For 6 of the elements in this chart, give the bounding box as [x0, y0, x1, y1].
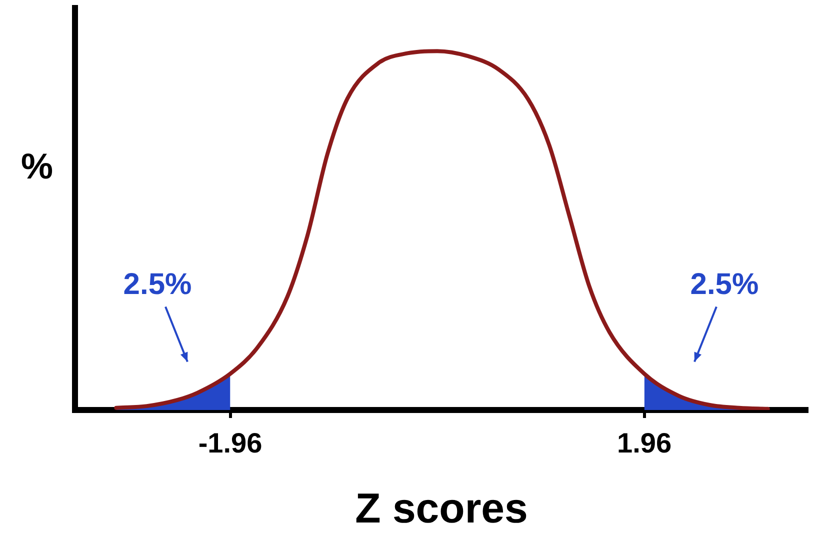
annotation: 2.5% [690, 268, 759, 302]
x-tick-label: 1.96 [617, 428, 672, 459]
x-axis-title: Z scores [355, 484, 528, 532]
annotation: 2.5% [123, 268, 192, 302]
y-axis-title: % [20, 146, 54, 187]
x-tick-label: -1.96 [198, 428, 262, 459]
